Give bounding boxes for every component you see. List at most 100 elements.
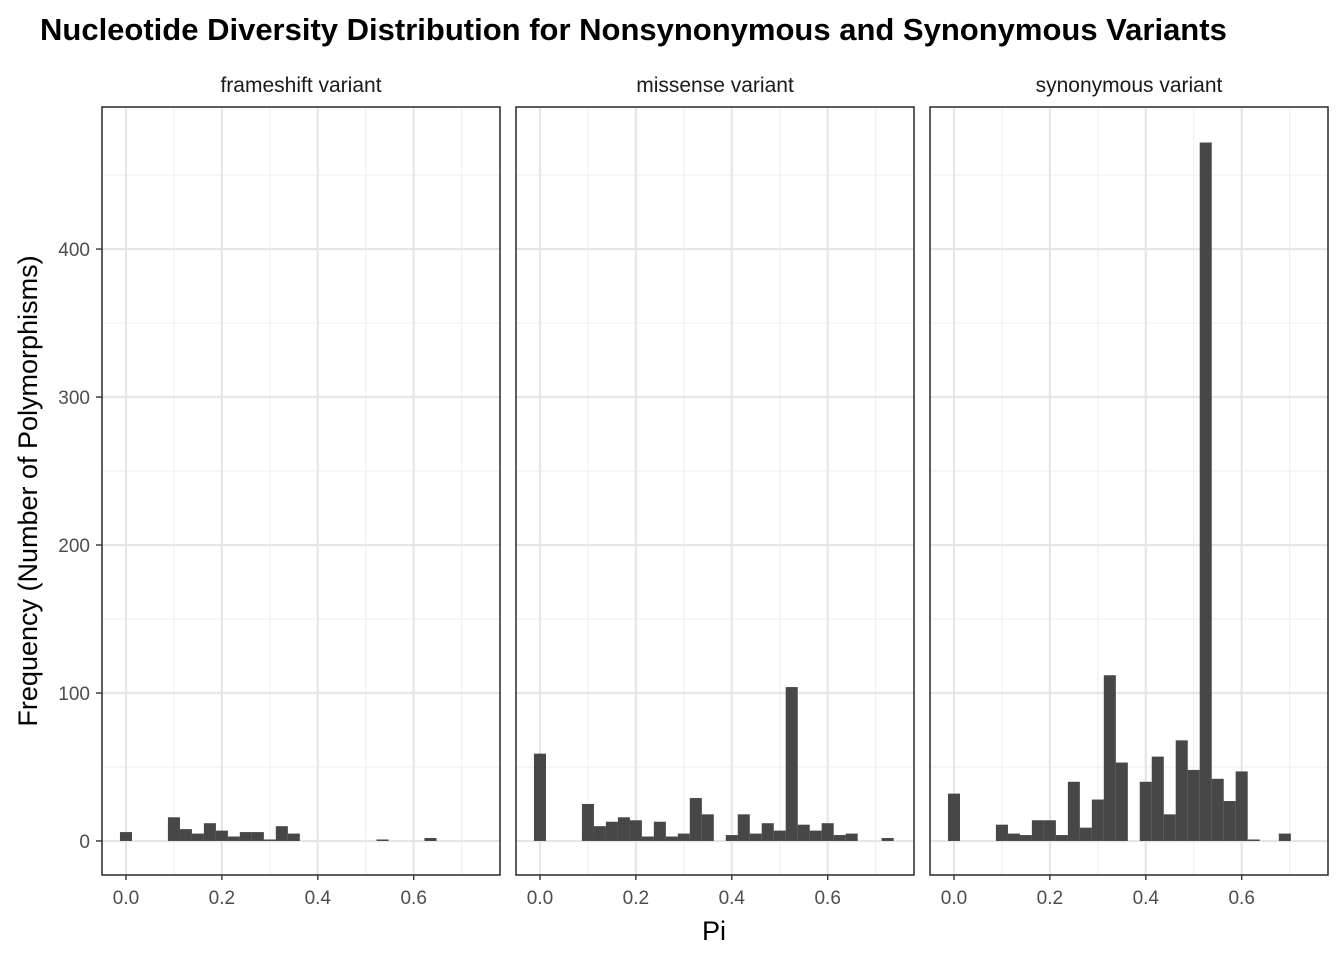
histogram-bar bbox=[593, 826, 606, 841]
histogram-bar bbox=[239, 832, 252, 841]
x-tick-label: 0.0 bbox=[941, 888, 967, 909]
facet-strip-label: frameshift variant bbox=[220, 74, 381, 97]
histogram-bar bbox=[845, 833, 858, 841]
x-axis-2: 0.0 0.2 0.4 0.6 bbox=[941, 875, 1255, 909]
x-tick-label: 0.2 bbox=[209, 888, 235, 909]
histogram-bars bbox=[533, 687, 894, 841]
histogram-bar bbox=[785, 687, 798, 841]
x-tick-label: 0.4 bbox=[719, 888, 746, 909]
x-tick-label: 0.0 bbox=[527, 888, 553, 909]
x-tick-label: 0.4 bbox=[305, 888, 332, 909]
histogram-bar bbox=[701, 814, 714, 841]
histogram-bars bbox=[947, 142, 1291, 841]
x-tick-label: 0.6 bbox=[400, 888, 426, 909]
histogram-bar bbox=[1115, 762, 1128, 841]
histogram-bar bbox=[533, 753, 546, 841]
histogram-bar bbox=[119, 832, 132, 841]
histogram-bar bbox=[215, 830, 228, 841]
histogram-bar bbox=[677, 833, 690, 841]
grid-lines bbox=[516, 107, 914, 875]
histogram-bar bbox=[1079, 827, 1092, 841]
facet-panel-2: synonymous variant bbox=[929, 74, 1329, 876]
histogram-bar bbox=[1103, 675, 1116, 841]
y-tick-label: 100 bbox=[58, 684, 90, 705]
histogram-bar bbox=[1067, 781, 1080, 841]
histogram-bar bbox=[1007, 833, 1020, 841]
grid-lines bbox=[102, 107, 500, 875]
histogram-bar bbox=[1043, 820, 1056, 841]
y-tick-label: 0 bbox=[79, 832, 90, 853]
x-axis-1: 0.0 0.2 0.4 0.6 bbox=[527, 875, 841, 909]
y-tick-label: 200 bbox=[58, 536, 90, 557]
histogram-bar bbox=[1151, 756, 1164, 841]
histogram-bar bbox=[833, 835, 846, 841]
histogram-bar bbox=[1187, 769, 1200, 841]
facet-strip-label: missense variant bbox=[636, 74, 794, 97]
histogram-bar bbox=[665, 836, 678, 841]
facet-panel-1: missense variant bbox=[515, 74, 915, 876]
histogram-bar bbox=[725, 835, 738, 841]
histogram-bar bbox=[251, 832, 264, 841]
chart-title: Nucleotide Diversity Distribution for No… bbox=[40, 12, 1227, 47]
histogram-bar bbox=[1091, 799, 1104, 841]
histogram-bar bbox=[629, 820, 642, 841]
histogram-bar bbox=[947, 793, 960, 841]
histogram-bar bbox=[761, 823, 774, 841]
histogram-bar bbox=[653, 821, 666, 841]
histogram-bar bbox=[749, 833, 762, 841]
panel-border bbox=[515, 106, 915, 876]
histogram-bar bbox=[605, 821, 618, 841]
panel-border bbox=[101, 106, 501, 876]
histogram-bar bbox=[773, 830, 786, 841]
x-tick-label: 0.0 bbox=[113, 888, 139, 909]
histogram-bar bbox=[1055, 835, 1068, 841]
histogram-bar bbox=[881, 838, 894, 841]
x-tick-label: 0.6 bbox=[814, 888, 840, 909]
histogram-bar bbox=[1031, 820, 1044, 841]
facet-strip-label: synonymous variant bbox=[1036, 74, 1223, 97]
histogram-bar bbox=[1211, 778, 1224, 841]
histogram-bar bbox=[191, 833, 204, 841]
histogram-bar bbox=[1175, 740, 1188, 841]
histogram-bars bbox=[119, 817, 437, 841]
x-tick-label: 0.2 bbox=[1037, 888, 1063, 909]
histogram-bar bbox=[797, 824, 810, 841]
histogram-bar bbox=[581, 803, 594, 841]
histogram-bar bbox=[689, 798, 702, 841]
histogram-bar bbox=[263, 839, 276, 841]
histogram-bar bbox=[179, 829, 192, 841]
histogram-bar bbox=[1235, 771, 1248, 841]
histogram-bar bbox=[617, 817, 630, 841]
histogram-bar bbox=[821, 823, 834, 841]
histogram-bar bbox=[203, 823, 216, 841]
grid-lines bbox=[930, 107, 1328, 875]
histogram-bar bbox=[275, 826, 288, 841]
histogram-bar bbox=[737, 814, 750, 841]
histogram-bar bbox=[424, 838, 437, 841]
x-axis-title: Pi bbox=[702, 916, 726, 946]
x-tick-label: 0.4 bbox=[1133, 888, 1160, 909]
histogram-bar bbox=[1223, 801, 1236, 841]
y-axis: 0 100 200 300 400 bbox=[58, 240, 102, 853]
y-tick-label: 300 bbox=[58, 388, 90, 409]
x-tick-label: 0.6 bbox=[1228, 888, 1254, 909]
histogram-bar bbox=[1163, 814, 1176, 841]
histogram-bar bbox=[641, 836, 654, 841]
histogram-bar bbox=[1247, 839, 1260, 841]
y-tick-label: 400 bbox=[58, 240, 90, 261]
histogram-bar bbox=[376, 839, 389, 841]
histogram-bar bbox=[995, 824, 1008, 841]
histogram-bar bbox=[1199, 142, 1212, 841]
histogram-bar bbox=[227, 836, 240, 841]
histogram-bar bbox=[1019, 835, 1032, 841]
histogram-bar bbox=[1139, 781, 1152, 841]
histogram-bar bbox=[809, 830, 822, 841]
histogram-bar bbox=[167, 817, 180, 841]
y-axis-title: Frequency (Number of Polymorphisms) bbox=[13, 255, 43, 726]
facet-panel-0: frameshift variant bbox=[101, 74, 501, 876]
x-axes: 0.0 0.2 0.4 0.6 0.0 0.2 0.4 0.6 0.0 0.2 0.4 0.6 bbox=[113, 875, 1255, 909]
facet-panels: frameshift variant missense variant synony… bbox=[101, 74, 1329, 876]
x-tick-label: 0.2 bbox=[623, 888, 649, 909]
panel-border bbox=[929, 106, 1329, 876]
